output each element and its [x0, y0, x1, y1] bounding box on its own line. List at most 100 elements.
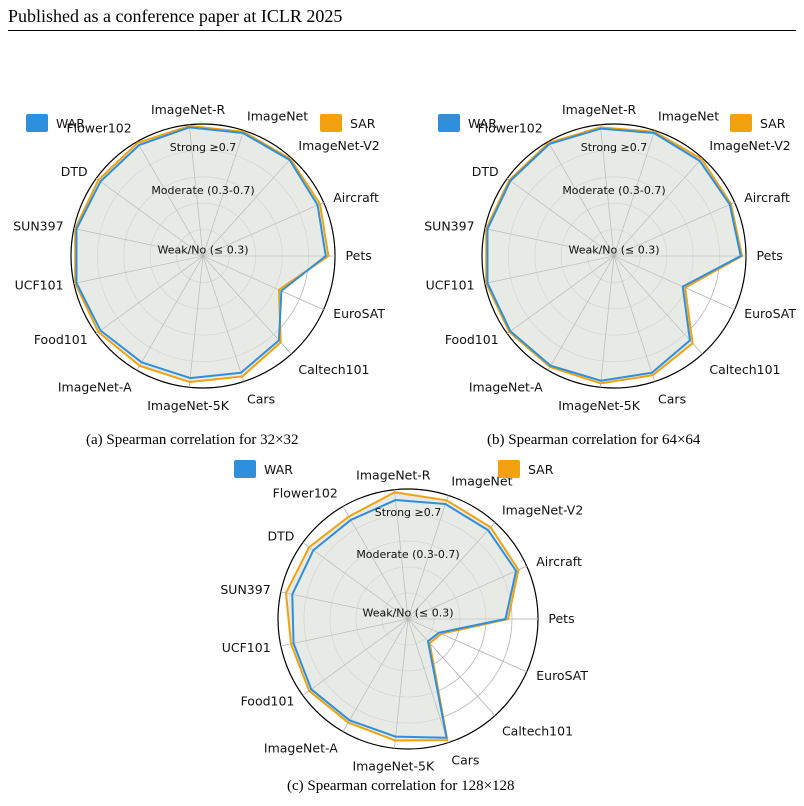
ring-label: Strong ≥0.7 — [375, 506, 441, 519]
radar-chart-a-svg: Strong ≥0.7 Moderate (0.3-0.7) Weak/No (≤ … — [13, 102, 385, 413]
axis-label: ImageNet-A — [58, 379, 132, 394]
axis-label: UCF101 — [222, 640, 271, 655]
grid-spoke-overlay — [507, 178, 615, 257]
axis-label: ImageNet-5K — [558, 398, 641, 413]
grid-spoke-overlay — [547, 255, 615, 371]
radar-chart-c: Strong ≥0.7 Moderate (0.3-0.7) Weak/No (≤ … — [200, 456, 602, 786]
legend-swatch-sar — [320, 114, 342, 132]
radar-chart-b: Strong ≥0.7 Moderate (0.3-0.7) Weak/No (≤ … — [402, 100, 804, 440]
grid-spoke-overlay — [302, 542, 409, 620]
axis-label: Flower102 — [273, 485, 338, 500]
ring-label: Weak/No (≤ 0.3) — [157, 243, 248, 256]
axis-label: Caltech101 — [298, 362, 369, 377]
grid-spoke-overlay — [507, 255, 615, 334]
grid-spoke-overlay — [202, 255, 245, 382]
grid-spoke-overlay — [96, 178, 204, 257]
ring-label: Strong ≥0.7 — [581, 141, 647, 154]
grid-spoke-overlay — [613, 255, 656, 382]
ring-label: Strong ≥0.7 — [170, 141, 236, 154]
ring-label: Weak/No (≤ 0.3) — [362, 606, 453, 619]
grid-spoke-overlay — [613, 130, 656, 257]
series-line-war — [486, 127, 742, 382]
grid-spoke-overlay — [407, 618, 527, 673]
radar-chart-b-svg: Strong ≥0.7 Moderate (0.3-0.7) Weak/No (≤ … — [424, 102, 796, 413]
axis-label: Cars — [658, 392, 686, 407]
caption-c-res: 128×128 — [461, 778, 515, 794]
grid-spoke-overlay — [202, 202, 324, 257]
axis-label: Aircraft — [333, 190, 379, 205]
legend-label-war: WAR — [264, 462, 293, 477]
grid-spoke-overlay — [202, 157, 292, 257]
axis-label: ImageNet-A — [469, 379, 543, 394]
ring-label: Moderate (0.3-0.7) — [151, 184, 254, 197]
legend-swatch-sar — [498, 460, 520, 478]
grid-spoke-overlay — [202, 130, 245, 257]
grid-spoke-overlay — [407, 618, 449, 743]
grid-spoke-overlay — [202, 255, 292, 355]
grid-spoke-overlay — [302, 618, 409, 696]
caption-b: (b) Spearman correlation for 64×64 — [487, 432, 700, 449]
axis-label: Pets — [548, 611, 574, 626]
header-rule — [8, 30, 796, 31]
grid-spoke-overlay — [613, 202, 735, 257]
grid-spoke-overlay — [202, 255, 324, 310]
legend-label-sar: SAR — [528, 462, 554, 477]
legend-label-sar: SAR — [350, 116, 376, 131]
series-line-sar — [485, 126, 744, 385]
grid-spoke-overlay — [280, 591, 409, 620]
axis-label: ImageNet — [247, 108, 308, 123]
caption-c-prefix: (c) Spearman correlation for — [287, 778, 462, 794]
caption-a: (a) Spearman correlation for 32×32 — [86, 432, 299, 449]
caption-a-prefix: (a) Spearman correlation for — [86, 432, 261, 448]
radar-chart-c-svg: Strong ≥0.7 Moderate (0.3-0.7) Weak/No (≤ … — [220, 460, 588, 774]
caption-b-res: 64×64 — [661, 432, 701, 448]
axis-label: ImageNet-5K — [147, 398, 230, 413]
grid-spoke-overlay — [188, 255, 204, 388]
grid-spoke-overlay — [407, 565, 527, 620]
grid-spoke-overlay — [407, 522, 496, 620]
grid-spoke-overlay — [484, 228, 615, 257]
axis-label: Flower102 — [66, 121, 131, 136]
legend-label-war: WAR — [56, 116, 85, 131]
axis-label: EuroSAT — [333, 306, 385, 321]
axis-label: EuroSAT — [536, 668, 588, 683]
grid-spoke-overlay — [342, 506, 409, 620]
axis-label: Pets — [346, 248, 372, 263]
axis-label: ImageNet-5K — [352, 759, 435, 774]
grid-spoke-overlay — [547, 141, 615, 257]
axis-label: ImageNet — [451, 473, 512, 488]
axis-label: Pets — [757, 248, 783, 263]
ring-label: Weak/No (≤ 0.3) — [568, 243, 659, 256]
grid-spoke-overlay — [484, 255, 615, 284]
caption-c: (c) Spearman correlation for 128×128 — [287, 778, 515, 795]
grid-spoke-overlay — [136, 141, 204, 257]
legend-swatch-war — [234, 460, 256, 478]
ring-label: Moderate (0.3-0.7) — [356, 548, 459, 561]
grid-spoke-overlay — [96, 255, 204, 334]
series-line-war — [75, 126, 327, 380]
legend-label-sar: SAR — [760, 116, 786, 131]
axis-label: Aircraft — [744, 190, 790, 205]
axis-label: ImageNet-R — [151, 102, 226, 117]
axis-label: Caltech101 — [709, 362, 780, 377]
grid-spoke-overlay — [613, 255, 703, 355]
axis-label: SUN397 — [13, 218, 63, 233]
series-line-sar — [74, 125, 330, 384]
axis-label: ImageNet-V2 — [502, 503, 583, 518]
area-fill — [285, 492, 519, 741]
axis-label: Food101 — [241, 694, 295, 709]
axis-label: ImageNet-A — [264, 741, 338, 756]
grid-spoke-overlay — [73, 228, 204, 257]
axis-label: Cars — [247, 392, 275, 407]
axis-label: Cars — [451, 753, 479, 768]
axis-label: DTD — [268, 528, 295, 543]
grid-spoke-overlay — [613, 157, 703, 257]
ring-label: Moderate (0.3-0.7) — [562, 184, 665, 197]
grid-spoke-overlay — [342, 618, 409, 732]
grid-spoke-overlay — [407, 618, 496, 716]
grid-spoke-overlay — [394, 618, 409, 749]
axis-label: Caltech101 — [502, 723, 573, 738]
axis-label: Food101 — [445, 332, 499, 347]
grid-spoke-overlay — [280, 618, 409, 647]
legend-label-war: WAR — [468, 116, 497, 131]
